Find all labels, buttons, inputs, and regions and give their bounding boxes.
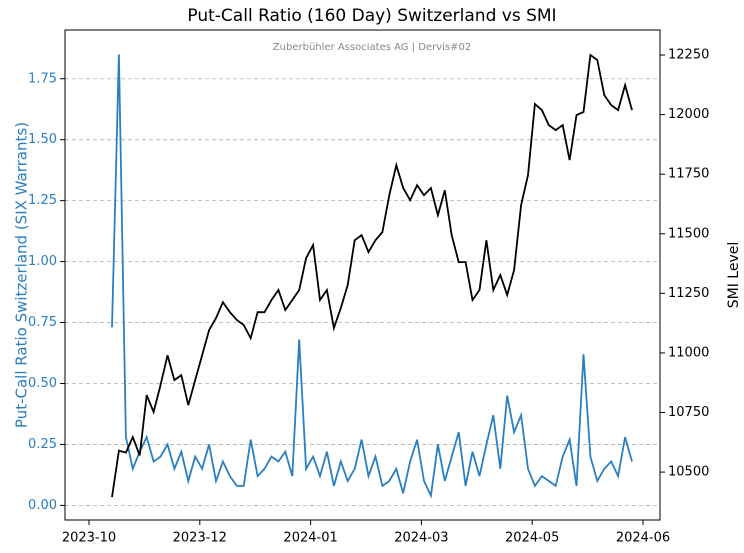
y-tick-label: 0.50 — [28, 376, 57, 391]
y2-tick-label: 11750 — [668, 167, 709, 182]
y2-tick-label: 11500 — [668, 226, 709, 241]
y2-tick-label: 10500 — [668, 465, 709, 480]
x-tick-label: 2024-03 — [394, 531, 448, 546]
y-tick-label: 0.75 — [28, 315, 57, 330]
y-tick-label: 1.75 — [28, 71, 57, 86]
series-line — [111, 53, 633, 498]
series-line — [111, 54, 633, 499]
x-tick-label: 2023-10 — [62, 531, 116, 546]
x-tick-label: 2024-05 — [505, 531, 559, 546]
y2-tick-label: 10750 — [668, 405, 709, 420]
y-tick-label: 1.50 — [28, 132, 57, 147]
y2-tick-label: 12000 — [668, 107, 709, 122]
y2-tick-label: 12250 — [668, 48, 709, 63]
y2-tick-label: 11250 — [668, 286, 709, 301]
plot-frame — [64, 29, 661, 521]
y-tick-label: 1.25 — [28, 193, 57, 208]
y2-tick-label: 11000 — [668, 345, 709, 360]
y-tick-label: 0.00 — [28, 498, 57, 513]
chart-title: Put-Call Ratio (160 Day) Switzerland vs … — [187, 6, 556, 26]
y-tick-label: 1.00 — [28, 254, 57, 269]
x-tick-label: 2024-01 — [283, 531, 337, 546]
y2-axis-label: SMI Level — [726, 242, 742, 309]
y-axis-label: Put-Call Ratio Switzerland (SIX Warrants… — [13, 122, 31, 428]
chart-subtitle: Zuberbühler Associates AG | Dervis#02 — [273, 42, 471, 53]
x-tick-label: 2023-12 — [173, 531, 227, 546]
x-tick-label: 2024-06 — [616, 531, 670, 546]
y-tick-label: 0.25 — [28, 437, 57, 452]
